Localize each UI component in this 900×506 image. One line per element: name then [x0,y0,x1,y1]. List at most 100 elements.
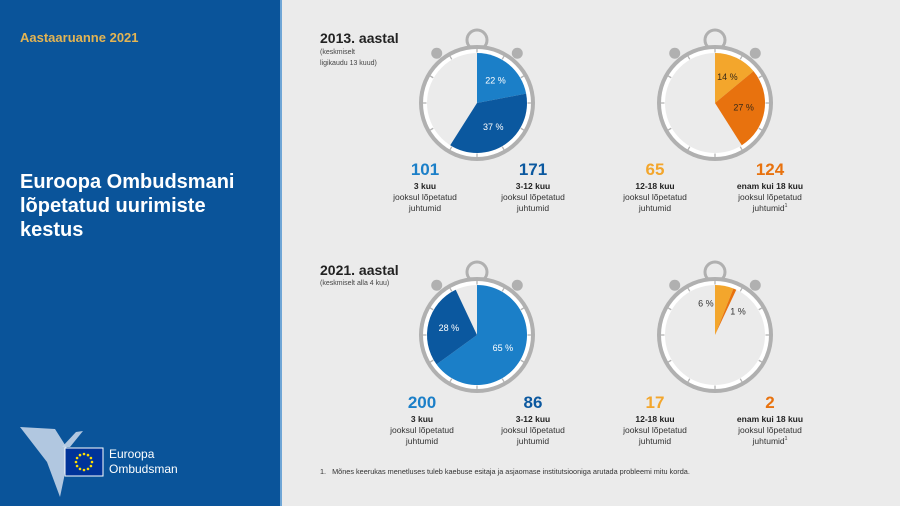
flag-star [89,464,93,468]
footnote-text: Mõnes keerukas menetluses tuleb kaebuse … [332,467,690,476]
period-label: 3 kuu [410,414,434,424]
section-title-2021: 2021. aastal [320,262,399,278]
period-label: enam kui 18 kuu [736,181,804,191]
footnote-marker: 1. [320,467,327,476]
slice-label: 6 % [698,298,714,308]
flag-star [82,452,86,456]
title-line: Euroopa Ombudsmani [20,171,235,193]
flag-star [90,460,94,464]
stopwatch-chart: 6 % 1 % [657,260,773,393]
description-line: juhtumid [638,203,672,213]
description-text: juhtumid [752,436,785,446]
dial-tick [687,378,691,383]
description-line: juhtumid [516,203,550,213]
right-wing-shape [62,431,83,447]
stopwatch-button [749,47,761,59]
slice-label: 1 % [730,306,746,316]
flag-star [86,467,90,471]
case-count: 200 [407,393,437,412]
description-text: juhtumid [752,203,785,213]
slice-label: 37 % [483,122,504,132]
dial-tick [667,359,672,363]
period-label: 3 kuu [413,181,437,191]
description-line: jooksul lõpetatud [393,192,457,202]
description-line: jooksul lõpetatud [501,425,565,435]
report-label: Aastaaruanne 2021 [20,30,139,45]
pie-slice [436,285,527,385]
dial-tick [449,287,453,292]
stat-2021-over-18-months: 2 enam kui 18 kuu jooksul lõpetatud juht… [705,392,835,447]
period-label: enam kui 18 kuu [736,414,804,424]
stat-2021-12-18-months: 17 12-18 kuu jooksul lõpetatud juhtumid [590,392,720,447]
dial-tick [449,55,453,60]
logo-text: Euroopa Ombudsman [109,447,178,477]
case-count: 2 [765,393,775,412]
footnote-ref: 1 [784,436,788,442]
dial-tick [667,75,672,79]
description-line: juhtumid [638,436,672,446]
dial-tick [758,127,763,131]
dial-tick [520,75,525,79]
description-line: jooksul lõpetatud [501,192,565,202]
subtitle-line: (keskmiselt alla 4 kuu) [320,280,390,287]
pie-slice [477,53,527,103]
flag-star [74,460,78,464]
left-wing-shape [20,427,67,497]
dial-tick [739,287,743,292]
panel-divider [280,0,282,506]
dial-tick [449,146,453,151]
flag-star [89,456,93,460]
stopwatch-chart: 65 % 28 % [419,260,535,393]
stopwatch-button [431,279,443,291]
description-line: juhtumid1 [705,203,835,214]
slice-label: 14 % [717,72,738,82]
dial-tick [501,378,505,383]
logo-name-line: Ombudsman [109,462,178,476]
stopwatch-button [511,47,523,59]
dial-tick [429,359,434,363]
pie-slice [427,289,477,365]
stat-2013-3-months: 101 3 kuu jooksul lõpetatud juhtumid [360,159,490,214]
description-line: juhtumid1 [705,436,835,447]
ombudsman-wings-icon [20,427,83,497]
stat-2021-3-12-months: 86 3-12 kuu jooksul lõpetatud juhtumid [468,392,598,447]
dial-tick [758,75,763,79]
case-count: 124 [755,160,785,179]
dial-tick [758,307,763,311]
description-line: jooksul lõpetatud [623,192,687,202]
flag-star [75,456,79,460]
dial-tick [429,75,434,79]
dial-tick [687,55,691,60]
dial-tick [429,307,434,311]
period-label: 3-12 kuu [515,414,551,424]
dial-tick [667,127,672,131]
dial-tick [501,287,505,292]
flag-star [78,453,82,457]
stopwatch-chart: 14 % 27 % [657,28,773,161]
stopwatch-button [669,47,681,59]
case-count: 101 [410,160,440,179]
dial-tick [449,378,453,383]
title-line: lõpetatud uurimiste [20,195,206,217]
stat-2013-12-18-months: 65 12-18 kuu jooksul lõpetatud juhtumid [590,159,720,214]
pie-slice [715,288,737,335]
stopwatch-button [669,279,681,291]
dial-tick [667,307,672,311]
dial-tick [520,127,525,131]
stat-2013-over-18-months: 124 enam kui 18 kuu jooksul lõpetatud ju… [705,159,835,214]
flag-star [82,468,86,472]
period-label: 12-18 kuu [635,181,675,191]
slice-label: 27 % [733,103,754,113]
footnote-ref: 1 [784,203,788,209]
slice-label: 22 % [485,76,506,86]
stopwatch-button [749,279,761,291]
eu-flag-icon [64,447,104,477]
period-label: 12-18 kuu [635,414,675,424]
description-line: juhtumid [516,436,550,446]
section-title-2013: 2013. aastal [320,30,399,46]
description-line: juhtumid [405,436,439,446]
dial-tick [520,359,525,363]
section-subtitle-2021: (keskmiselt alla 4 kuu) [320,278,389,289]
description-line: jooksul lõpetatud [390,425,454,435]
